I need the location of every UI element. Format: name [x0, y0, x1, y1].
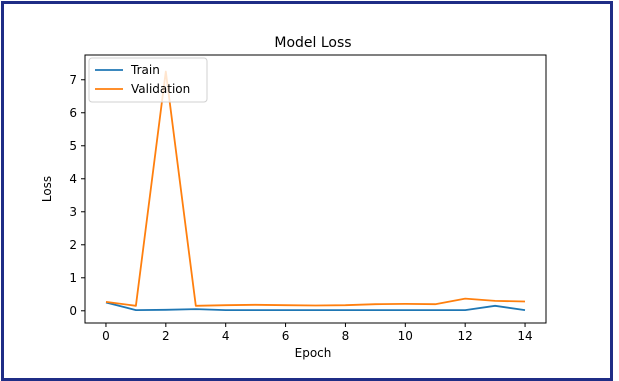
train-series-line [105, 301, 526, 312]
y-tick-label: 0 [69, 304, 77, 318]
x-axis-label: Epoch [295, 346, 332, 360]
legend-label: Train [130, 63, 160, 77]
y-axis-label: Loss [40, 176, 54, 202]
validation-series-line [105, 70, 526, 307]
chart-title: Model Loss [274, 35, 351, 51]
y-tick-label: 3 [69, 205, 77, 219]
plot-area [84, 54, 547, 324]
y-tick-label: 5 [69, 139, 77, 153]
x-tick-label: 12 [458, 329, 473, 343]
y-tick-label: 4 [69, 172, 77, 186]
x-tick-label: 4 [222, 329, 230, 343]
legend: Train Validation [88, 57, 208, 103]
series-lines [105, 70, 526, 312]
x-tick-label: 10 [398, 329, 413, 343]
x-tick-label: 8 [342, 329, 350, 343]
x-tick-label: 2 [162, 329, 170, 343]
loss-chart: Model Loss Epoch Loss 0 2 4 6 8 10 12 140123456… [40, 35, 547, 360]
x-tick-label: 14 [517, 329, 532, 343]
y-tick-label: 1 [69, 271, 77, 285]
y-tick-label: 7 [69, 73, 77, 87]
x-tick-label: 0 [102, 329, 110, 343]
legend-label: Validation [131, 82, 190, 96]
y-tick-label: 6 [69, 106, 77, 120]
x-tick-label: 6 [282, 329, 290, 343]
legend-box [88, 57, 208, 103]
y-tick-label: 2 [69, 238, 77, 252]
